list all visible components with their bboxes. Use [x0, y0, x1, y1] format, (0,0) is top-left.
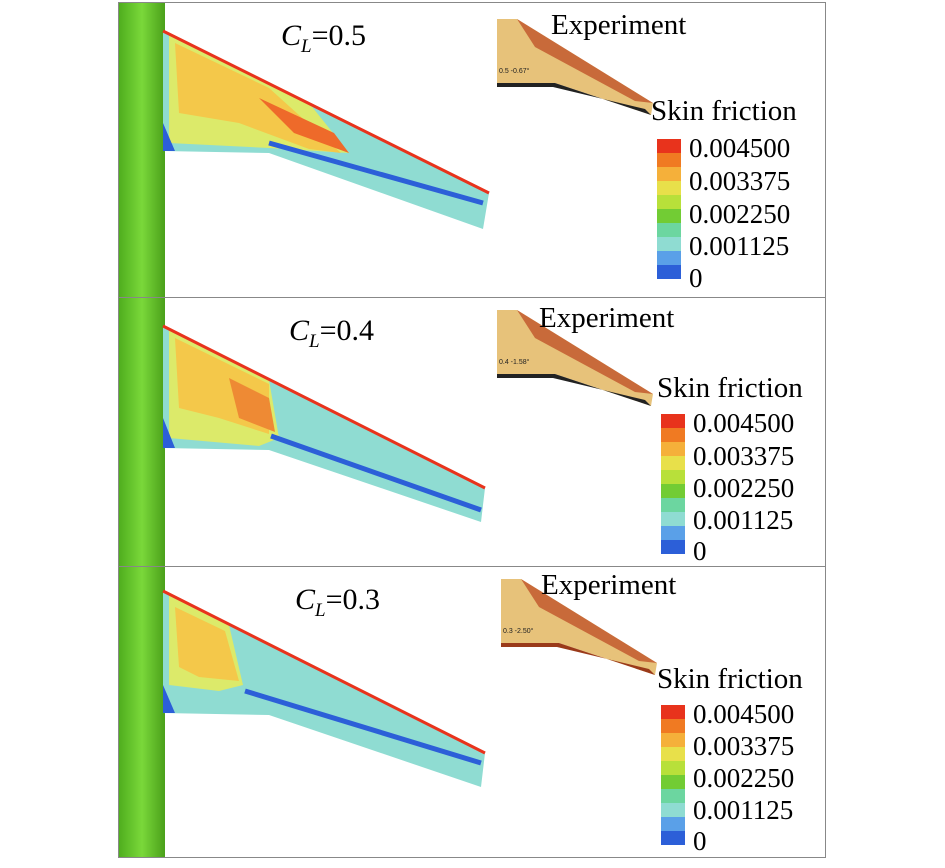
vortex-line [244, 688, 482, 766]
experiment-tag: 0.3 -2.50° [503, 627, 534, 635]
peak-zone [229, 378, 275, 432]
legend-label: 0.002250 [693, 763, 795, 793]
leading-edge [162, 324, 486, 490]
cl-label: CL=0.5 [281, 19, 367, 57]
legend-colorbar [661, 705, 685, 845]
legend-title: Skin friction [651, 95, 797, 127]
cfd-wing-render [119, 3, 490, 297]
cl-label: CL=0.4 [289, 314, 375, 352]
panel-cl-0-3: CL=0.3 0.3 -2.50° Experiment Skin fricti… [118, 566, 826, 858]
legend-title: Skin friction [657, 663, 803, 695]
experiment-image: 0.4 -1.58° [497, 310, 653, 406]
root-blue [163, 418, 175, 448]
experiment-title: Experiment [541, 569, 677, 601]
vortex-line [268, 140, 484, 206]
leading-edge [162, 589, 486, 755]
legend-label: 0.001125 [689, 231, 790, 261]
experiment-image: 0.3 -2.50° [501, 579, 657, 675]
legend-colorbar [661, 414, 685, 554]
legend-label: 0.001125 [693, 505, 794, 535]
fuselage [119, 567, 165, 857]
hot-zone [175, 607, 239, 681]
root-blue [163, 123, 175, 151]
legend-colorbar [657, 139, 681, 279]
legend-label: 0.001125 [693, 795, 794, 825]
legend-label: 0.004500 [689, 133, 791, 163]
panel-cl-0-5: CL=0.5 0.5 -0.67° Experiment Skin fricti… [118, 2, 826, 298]
legend-label: 0 [689, 263, 703, 293]
legend-label: 0.003375 [689, 166, 791, 196]
legend-label: 0.004500 [693, 408, 795, 438]
fuselage [119, 298, 165, 566]
vortex-line [270, 433, 482, 513]
legend-label: 0.003375 [693, 441, 795, 471]
leading-edge [162, 29, 490, 195]
legend-label: 0.002250 [693, 473, 795, 503]
legend-label: 0 [693, 826, 707, 856]
fuselage [119, 3, 165, 297]
experiment-image: 0.5 -0.67° [497, 19, 653, 115]
legend-title: Skin friction [657, 372, 803, 404]
root-blue [163, 685, 175, 713]
experiment-tag: 0.4 -1.58° [499, 358, 530, 366]
legend-label: 0.004500 [693, 699, 795, 729]
cfd-wing-render [119, 567, 486, 857]
cl-label: CL=0.3 [295, 583, 381, 621]
experiment-tag: 0.5 -0.67° [499, 67, 530, 75]
experiment-title: Experiment [539, 302, 675, 334]
legend-label: 0.003375 [693, 731, 795, 761]
peak-zone [259, 98, 349, 153]
experiment-title: Experiment [551, 9, 687, 41]
legend-label: 0.002250 [689, 199, 791, 229]
legend-label: 0 [693, 536, 707, 566]
panel-cl-0-4: CL=0.4 0.4 -1.58° Experiment Skin fricti… [118, 297, 826, 567]
cfd-wing-render [119, 298, 486, 566]
